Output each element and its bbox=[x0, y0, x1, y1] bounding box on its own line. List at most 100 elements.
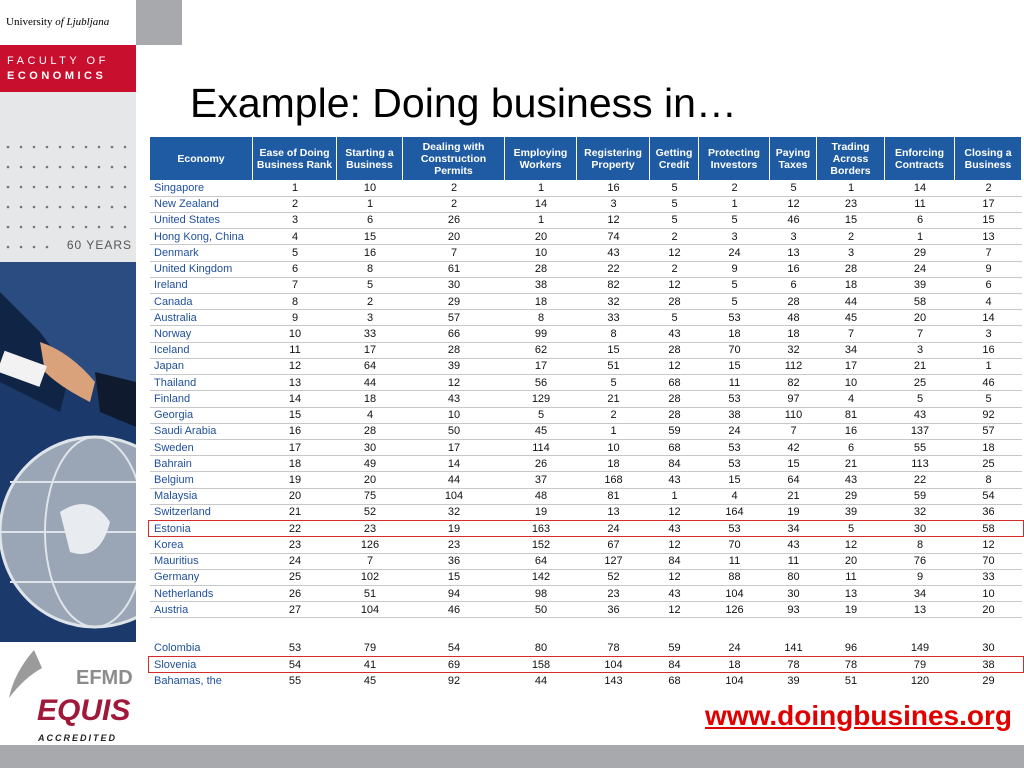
economy-name: Bahrain bbox=[154, 457, 192, 470]
rank-cell: 81 bbox=[844, 409, 858, 422]
rank-cell: 53 bbox=[728, 441, 741, 454]
dot bbox=[19, 145, 23, 149]
rank-cell: 127 bbox=[604, 555, 623, 568]
rank-cell: 18 bbox=[982, 441, 995, 454]
economy-name: Bahamas, the bbox=[154, 675, 222, 687]
rank-cell: 14 bbox=[982, 311, 995, 324]
rank-cell: 6 bbox=[847, 441, 855, 454]
dot bbox=[19, 165, 23, 169]
rank-cell: 14 bbox=[913, 182, 927, 194]
row-divider bbox=[150, 276, 1022, 278]
economy-name: United States bbox=[154, 214, 221, 227]
row-divider bbox=[150, 487, 1022, 489]
economy-name: Belgium bbox=[154, 473, 194, 486]
rank-cell: 69 bbox=[447, 658, 461, 671]
dot bbox=[32, 145, 36, 149]
rank-cell: 2 bbox=[985, 182, 992, 194]
rank-cell: 4 bbox=[731, 490, 738, 503]
rank-cell: 20 bbox=[913, 311, 927, 324]
rank-cell: 11 bbox=[914, 198, 926, 211]
row-divider bbox=[150, 390, 1022, 392]
rank-cell: 28 bbox=[534, 263, 548, 276]
rank-cell: 3 bbox=[985, 327, 992, 340]
rank-cell: 3 bbox=[291, 214, 299, 227]
source-link[interactable]: www.doingbusines.org bbox=[705, 700, 1012, 731]
rank-cell: 23 bbox=[363, 522, 377, 535]
row-highlight bbox=[148, 519, 1024, 537]
rank-cell: 55 bbox=[913, 441, 927, 454]
rank-cell: 36 bbox=[447, 555, 461, 568]
rank-cell: 30 bbox=[982, 642, 995, 654]
rank-cell: 12 bbox=[607, 214, 620, 227]
rank-cell: 80 bbox=[534, 642, 548, 654]
rank-cell: 16 bbox=[607, 182, 620, 194]
economy-name: Switzerland bbox=[154, 506, 211, 519]
row-divider bbox=[150, 422, 1022, 424]
rank-cell: 67 bbox=[607, 538, 620, 551]
rank-cell: 92 bbox=[982, 409, 995, 422]
faculty-logo: FACULTY OF ECONOMICS bbox=[0, 45, 136, 92]
dot bbox=[110, 225, 114, 229]
years: 60 YEARS bbox=[66, 238, 132, 252]
rank-cell: 49 bbox=[363, 457, 377, 470]
dot bbox=[97, 185, 101, 189]
rank-cell: 97 bbox=[787, 392, 800, 405]
column-header: Protecting Investors bbox=[699, 137, 770, 180]
dot bbox=[19, 185, 23, 189]
rank-cell: 12 bbox=[668, 246, 681, 259]
row-divider bbox=[150, 568, 1022, 570]
economy-name: Hong Kong, China bbox=[154, 230, 244, 243]
rank-cell: 104 bbox=[725, 587, 744, 600]
rank-cell: 70 bbox=[982, 555, 995, 568]
rank-cell: 20 bbox=[844, 555, 858, 568]
dot bbox=[6, 145, 10, 149]
rank-cell: 34 bbox=[787, 522, 800, 535]
dot bbox=[45, 165, 49, 169]
rank-cell: 28 bbox=[668, 344, 681, 357]
rank-cell: 3 bbox=[366, 311, 374, 324]
rank-cell: 81 bbox=[607, 490, 620, 503]
rank-cell: 94 bbox=[447, 587, 461, 600]
rank-cell: 78 bbox=[607, 642, 620, 654]
rank-cell: 32 bbox=[447, 506, 461, 519]
row-highlight bbox=[148, 655, 1024, 673]
row-divider bbox=[150, 536, 1022, 538]
rank-cell: 34 bbox=[844, 344, 858, 357]
rank-cell: 45 bbox=[844, 311, 858, 324]
rank-cell: 53 bbox=[728, 457, 741, 470]
rank-cell: 5 bbox=[916, 392, 924, 405]
rank-cell: 15 bbox=[728, 360, 741, 373]
economy-name: Singapore bbox=[154, 182, 205, 194]
rank-cell: 1 bbox=[291, 182, 299, 194]
rank-cell: 38 bbox=[728, 409, 741, 422]
rank-cell: 75 bbox=[363, 490, 377, 503]
rank-cell: 82 bbox=[787, 376, 800, 389]
rank-cell: 36 bbox=[982, 506, 995, 519]
rank-cell: 64 bbox=[787, 473, 800, 486]
dot bbox=[32, 245, 36, 249]
rank-cell: 17 bbox=[982, 198, 995, 211]
rank-cell: 33 bbox=[982, 571, 995, 584]
rank-cell: 54 bbox=[982, 490, 995, 503]
rank-cell: 11 bbox=[728, 555, 741, 568]
dot bbox=[45, 205, 49, 209]
dot bbox=[71, 225, 75, 229]
rank-cell: 53 bbox=[728, 392, 741, 405]
row-divider bbox=[150, 341, 1022, 343]
rank-cell: 5 bbox=[366, 279, 374, 292]
dot bbox=[6, 225, 10, 229]
dot bbox=[58, 225, 62, 229]
rank-cell: 21 bbox=[844, 457, 858, 470]
ranking-table: Economy Ease of Doing Business Rank Starti… bbox=[148, 137, 1024, 687]
dot bbox=[84, 205, 88, 209]
rank-cell: 57 bbox=[447, 311, 461, 324]
economy-name: Netherlands bbox=[154, 587, 214, 600]
dot bbox=[6, 185, 10, 189]
rank-cell: 42 bbox=[787, 441, 800, 454]
rank-cell: 14 bbox=[288, 392, 302, 405]
rank-cell: 70 bbox=[728, 538, 741, 551]
bottom-bar bbox=[0, 745, 1024, 768]
rank-cell: 8 bbox=[366, 263, 374, 276]
rank-cell: 168 bbox=[604, 473, 623, 486]
economy-name: Finland bbox=[154, 392, 191, 405]
